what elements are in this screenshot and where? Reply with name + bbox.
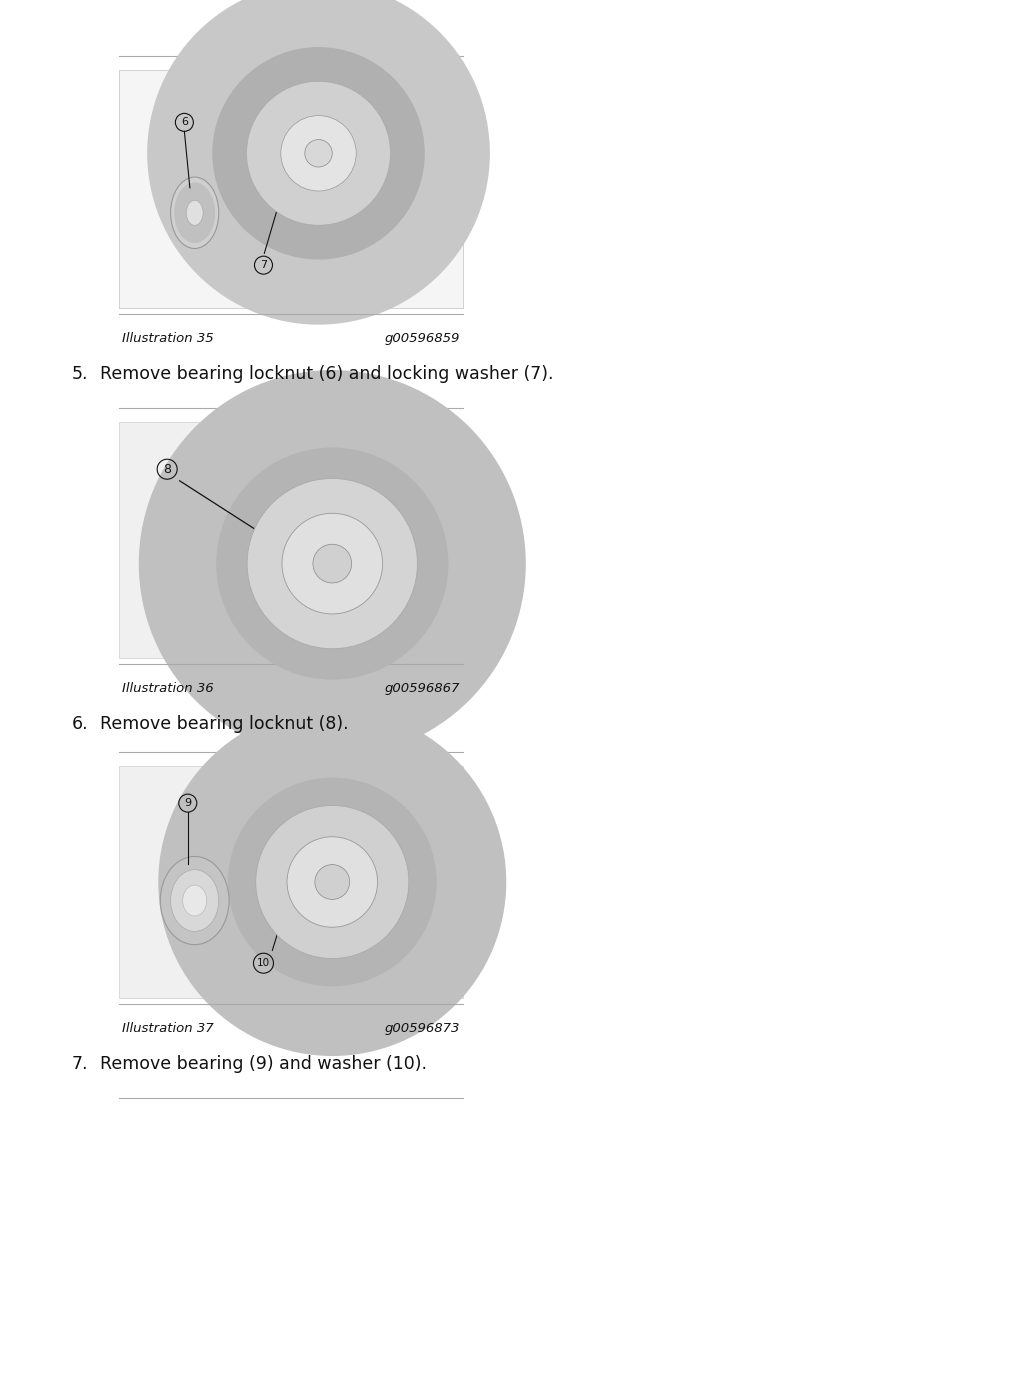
Bar bbox=[119, 766, 463, 998]
Circle shape bbox=[212, 48, 425, 259]
Circle shape bbox=[282, 514, 383, 615]
Text: g00596873: g00596873 bbox=[385, 1022, 460, 1035]
Circle shape bbox=[313, 545, 351, 582]
Text: Remove bearing locknut (6) and locking washer (7).: Remove bearing locknut (6) and locking w… bbox=[100, 365, 554, 384]
Text: 6.: 6. bbox=[72, 715, 89, 734]
Text: g00596859: g00596859 bbox=[385, 332, 460, 344]
Ellipse shape bbox=[171, 176, 219, 249]
Circle shape bbox=[256, 805, 409, 959]
Ellipse shape bbox=[161, 857, 229, 945]
Text: Illustration 36: Illustration 36 bbox=[122, 682, 214, 694]
Text: 9: 9 bbox=[184, 798, 191, 808]
Bar bbox=[119, 421, 463, 658]
Ellipse shape bbox=[174, 182, 215, 244]
Circle shape bbox=[305, 140, 332, 167]
Text: 7.: 7. bbox=[72, 1056, 88, 1072]
Text: Illustration 37: Illustration 37 bbox=[122, 1022, 214, 1035]
Circle shape bbox=[216, 448, 449, 680]
Circle shape bbox=[281, 116, 356, 190]
Circle shape bbox=[139, 370, 525, 757]
Text: Remove bearing (9) and washer (10).: Remove bearing (9) and washer (10). bbox=[100, 1056, 427, 1072]
Circle shape bbox=[147, 0, 489, 325]
Circle shape bbox=[315, 865, 349, 899]
Text: Illustration 35: Illustration 35 bbox=[122, 332, 214, 344]
Text: g00596867: g00596867 bbox=[385, 682, 460, 694]
Circle shape bbox=[247, 479, 418, 648]
Circle shape bbox=[159, 708, 506, 1056]
Circle shape bbox=[228, 777, 436, 987]
Text: 5.: 5. bbox=[72, 365, 88, 384]
Text: 7: 7 bbox=[260, 260, 267, 270]
Text: 8: 8 bbox=[163, 462, 171, 476]
Text: Remove bearing locknut (8).: Remove bearing locknut (8). bbox=[100, 715, 348, 734]
Text: 10: 10 bbox=[257, 958, 270, 969]
Ellipse shape bbox=[171, 869, 219, 931]
Ellipse shape bbox=[186, 200, 203, 225]
Circle shape bbox=[287, 837, 378, 927]
Ellipse shape bbox=[182, 885, 207, 916]
Circle shape bbox=[247, 81, 390, 225]
Text: 6: 6 bbox=[181, 118, 187, 127]
Bar bbox=[119, 70, 463, 308]
Bar bbox=[119, 70, 463, 308]
